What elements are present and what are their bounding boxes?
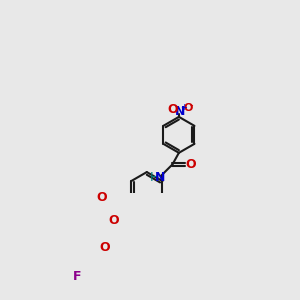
Text: O: O: [99, 241, 110, 254]
Text: F: F: [73, 270, 82, 283]
Text: O: O: [185, 158, 196, 171]
Text: O: O: [109, 214, 119, 227]
Text: +: +: [180, 103, 187, 112]
Text: O: O: [183, 103, 193, 113]
Text: H: H: [150, 171, 159, 184]
Text: N: N: [154, 171, 165, 184]
Text: N: N: [175, 105, 185, 118]
Text: O: O: [96, 191, 107, 204]
Text: O: O: [167, 103, 178, 116]
Text: -: -: [190, 100, 194, 110]
